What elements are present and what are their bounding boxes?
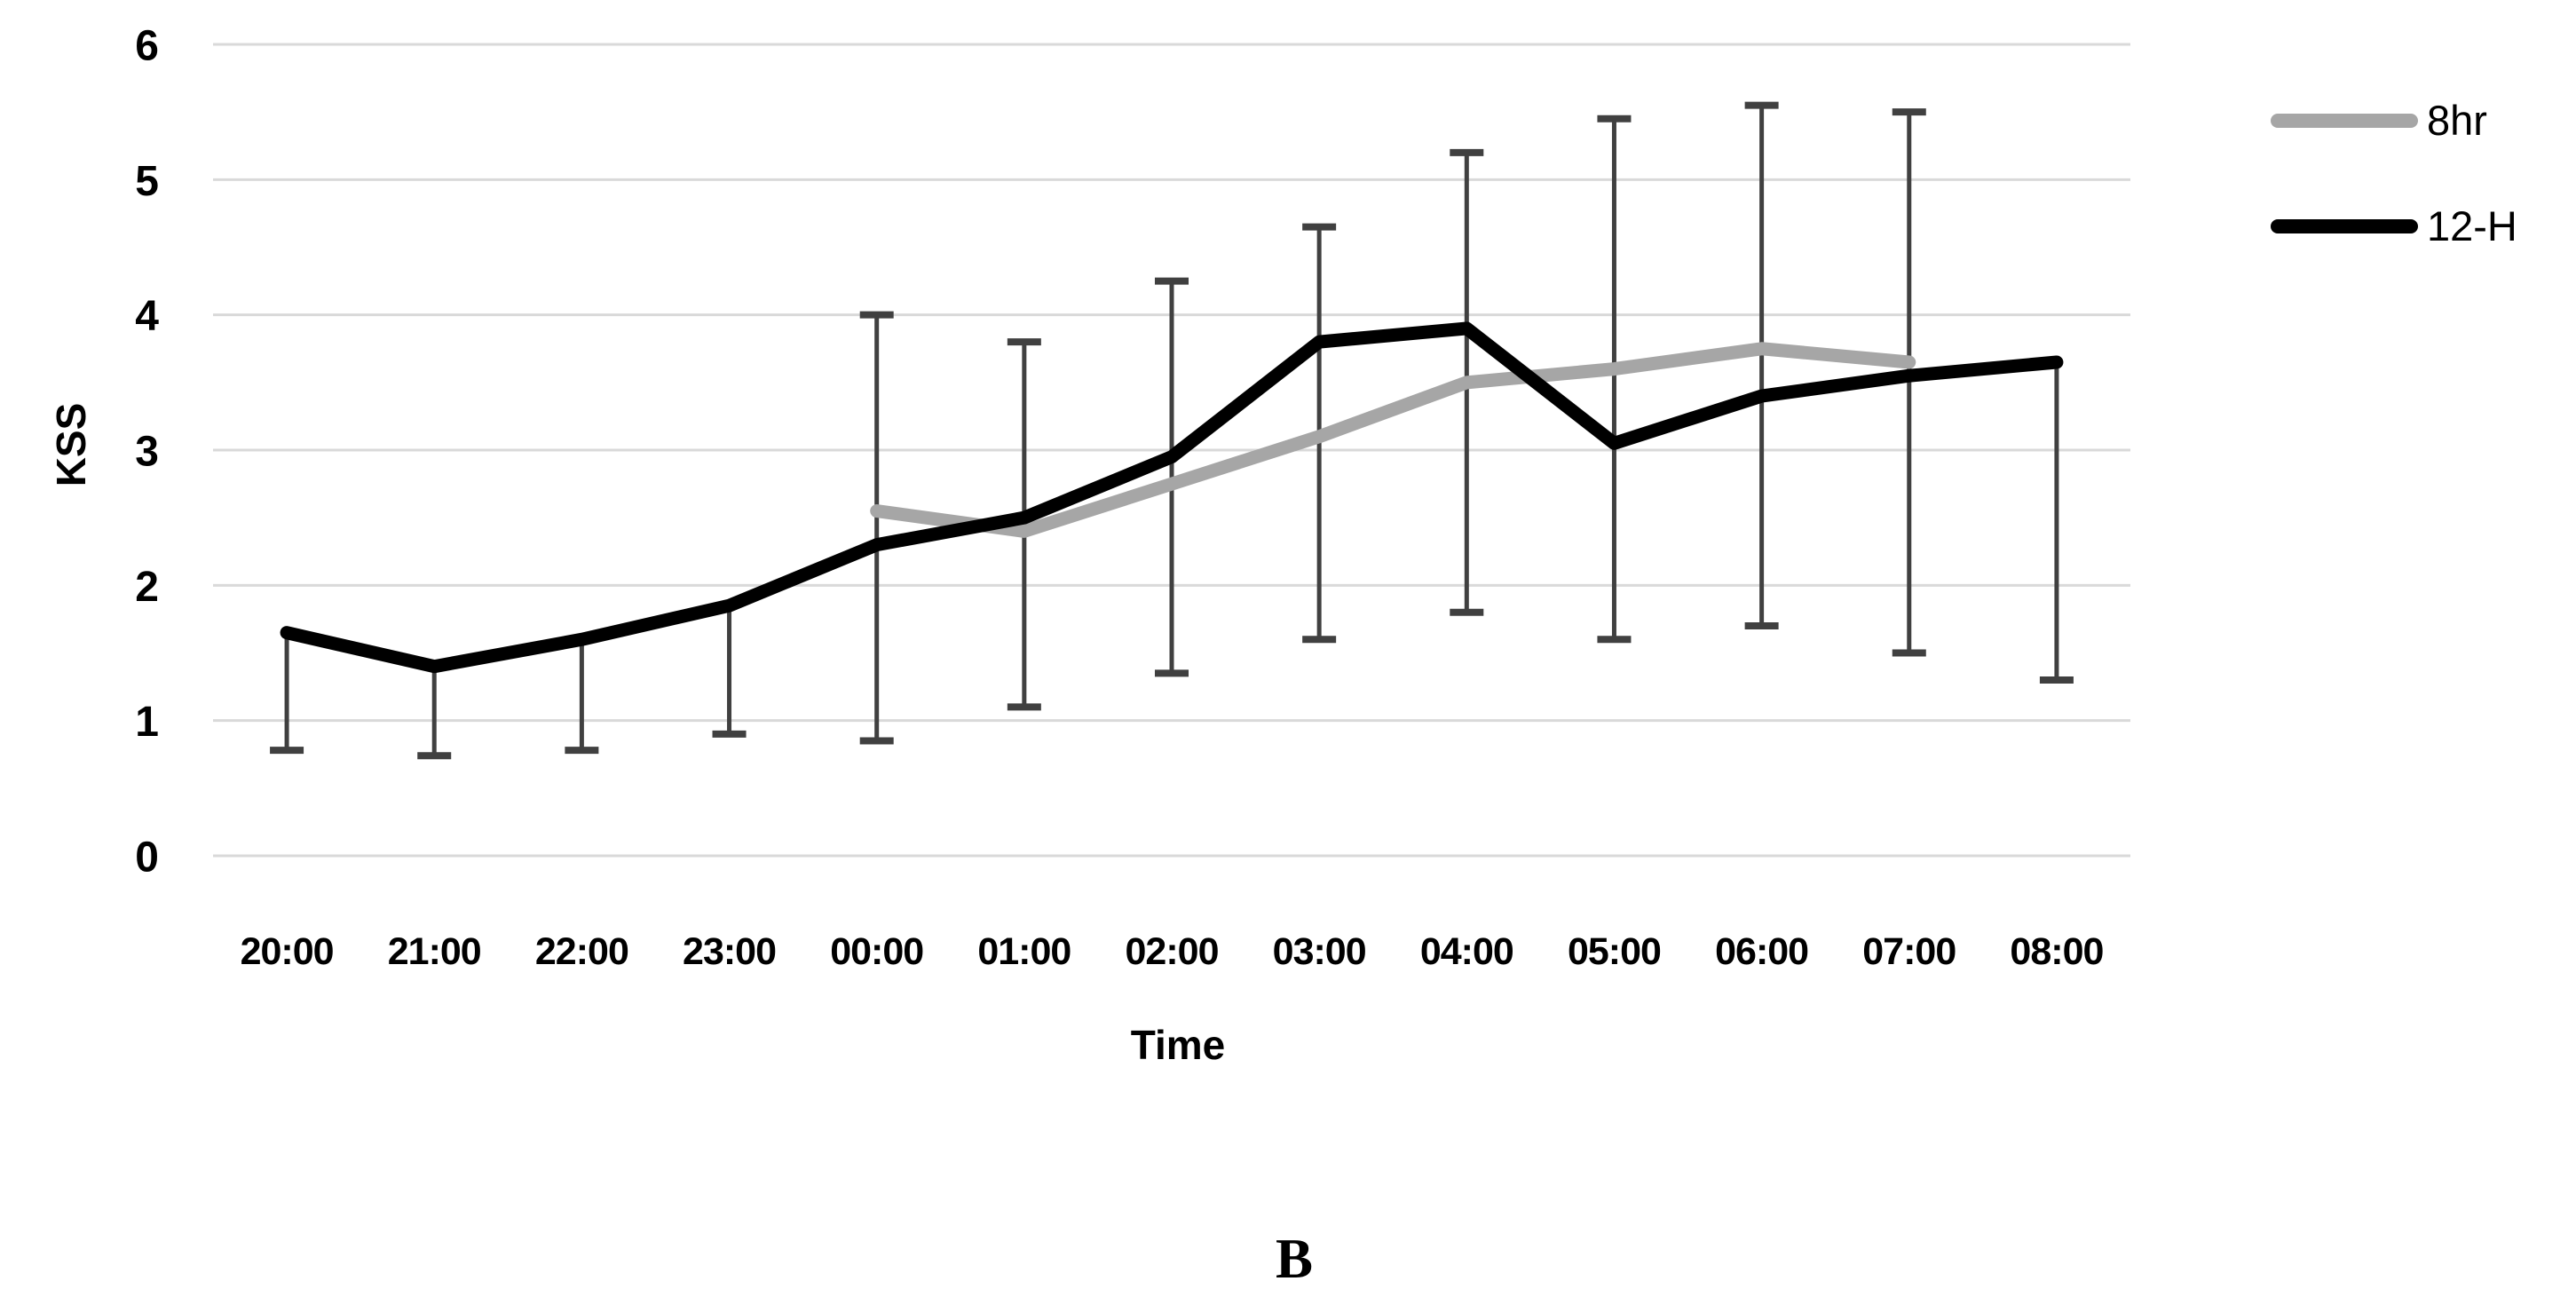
legend-item-12h: 12-H bbox=[2271, 202, 2517, 250]
x-tick-label: 00:00 bbox=[830, 930, 923, 973]
legend-item-8hr: 8hr bbox=[2271, 96, 2517, 145]
x-tick-label: 06:00 bbox=[1715, 930, 1808, 973]
y-tick-label: 0 bbox=[135, 834, 158, 882]
x-tick-label: 07:00 bbox=[1862, 930, 1956, 973]
x-tick-label: 21:00 bbox=[388, 930, 481, 973]
y-tick-label: 3 bbox=[135, 429, 158, 476]
x-tick-label: 05:00 bbox=[1568, 930, 1661, 973]
x-tick-label: 22:00 bbox=[535, 930, 628, 973]
x-tick-label: 02:00 bbox=[1126, 930, 1219, 973]
x-tick-label: 20:00 bbox=[241, 930, 334, 973]
legend-swatch-8hr bbox=[2271, 113, 2418, 128]
y-tick-label: 5 bbox=[135, 158, 158, 205]
y-tick-label: 4 bbox=[135, 293, 159, 340]
legend-label-8hr: 8hr bbox=[2427, 97, 2487, 144]
y-tick-label: 1 bbox=[135, 699, 158, 746]
panel-caption: B bbox=[1275, 1228, 1314, 1290]
y-axis-title: KSS bbox=[48, 402, 94, 487]
x-tick-label: 03:00 bbox=[1273, 930, 1366, 973]
legend-label-12h: 12-H bbox=[2427, 202, 2517, 249]
y-tick-label: 6 bbox=[135, 23, 158, 70]
x-tick-label: 08:00 bbox=[2010, 930, 2103, 973]
x-tick-label: 01:00 bbox=[977, 930, 1071, 973]
x-tick-label: 23:00 bbox=[683, 930, 776, 973]
series-line-8hr bbox=[870, 342, 1916, 538]
x-axis-title: Time bbox=[1130, 1022, 1226, 1068]
x-tick-label: 04:00 bbox=[1420, 930, 1513, 973]
y-tick-label: 2 bbox=[135, 564, 158, 611]
legend: 8hr 12-H bbox=[2271, 96, 2517, 250]
legend-swatch-12h bbox=[2271, 218, 2418, 233]
series-line-12-H bbox=[280, 321, 2064, 674]
